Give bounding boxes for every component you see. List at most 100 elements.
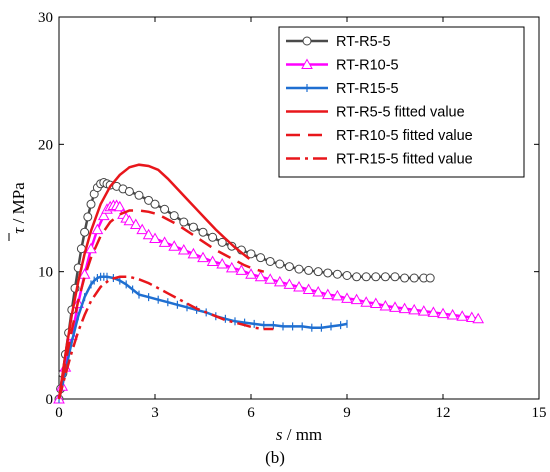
data-point — [408, 303, 421, 315]
x-tick-label: 0 — [55, 405, 63, 421]
data-point — [398, 302, 411, 314]
data-point — [142, 228, 155, 240]
y-axis-symbol: τ — [9, 227, 28, 234]
data-point — [294, 264, 304, 274]
data-point — [91, 223, 104, 235]
data-point — [352, 272, 362, 282]
data-point — [427, 306, 440, 317]
data-point — [446, 308, 459, 320]
data-point — [380, 272, 390, 282]
legend-box — [278, 26, 525, 178]
data-point — [160, 204, 170, 214]
series-rt-r10-5-fitted-value — [57, 209, 265, 400]
data-point — [129, 218, 142, 230]
legend-label: RT-R5-5 — [336, 34, 391, 50]
x-axis-label: s / mm — [276, 425, 322, 444]
x-axis-symbol: s — [276, 425, 283, 444]
legend-label: RT-R5-5 fitted value — [336, 105, 465, 121]
data-point — [136, 223, 149, 235]
data-point — [149, 232, 161, 244]
data-point — [369, 297, 382, 308]
data-point — [246, 249, 256, 259]
data-point — [225, 261, 238, 273]
series-line — [57, 204, 479, 400]
series-layer — [53, 163, 485, 404]
series-rt-r5-5 — [54, 178, 435, 404]
data-point — [235, 264, 248, 275]
data-point — [264, 273, 277, 284]
legend-marker — [302, 36, 312, 46]
data-point — [179, 217, 189, 227]
data-point — [168, 240, 181, 251]
data-point — [361, 272, 371, 282]
data-point — [284, 262, 294, 272]
data-point — [206, 255, 219, 266]
data-point — [124, 186, 134, 196]
legend-item: RT-R10-5 — [286, 58, 399, 74]
data-point — [134, 190, 144, 200]
data-point — [217, 237, 227, 247]
legend-label: RT-R15-5 — [336, 81, 399, 97]
x-tick-label: 12 — [436, 405, 451, 421]
data-point — [409, 273, 419, 283]
series-line — [57, 275, 348, 400]
series-line — [57, 163, 251, 400]
data-point — [187, 247, 200, 259]
data-point — [332, 269, 342, 279]
data-point — [197, 251, 209, 263]
data-point — [256, 253, 266, 263]
plot-frame — [58, 16, 540, 400]
data-point — [80, 227, 90, 237]
x-tick-label: 6 — [247, 405, 255, 421]
series-rt-r15-5-fitted-value — [57, 275, 274, 400]
x-axis-unit: / mm — [282, 425, 322, 444]
data-point — [456, 310, 469, 321]
data-point — [331, 289, 344, 301]
data-point — [379, 300, 392, 311]
y-axis-unit: / MPa — [9, 182, 28, 228]
x-tick-label: 15 — [532, 405, 547, 421]
legend-marker — [301, 58, 313, 69]
data-point — [304, 265, 314, 275]
data-point — [341, 292, 353, 303]
svg-text:τ / MPa: τ / MPa — [9, 182, 28, 234]
data-point — [216, 257, 229, 269]
legend-item: RT-R10-5 fitted value — [286, 128, 473, 144]
data-point — [323, 268, 333, 278]
data-point — [169, 211, 179, 221]
data-point — [400, 273, 410, 283]
data-point — [302, 283, 315, 294]
data-point — [312, 286, 325, 297]
series-line — [57, 275, 274, 400]
data-point — [150, 199, 160, 209]
legend-label: RT-R15-5 fitted value — [336, 152, 473, 168]
data-point — [425, 273, 435, 283]
data-point — [208, 232, 218, 242]
data-point — [188, 222, 198, 232]
data-point — [390, 272, 400, 282]
x-tick-label: 9 — [343, 405, 351, 421]
data-point — [158, 236, 171, 247]
legend-label: RT-R10-5 — [336, 58, 399, 74]
data-point — [254, 270, 267, 282]
data-point — [245, 268, 257, 279]
data-point — [86, 199, 96, 209]
data-point — [342, 270, 352, 280]
data-point — [293, 280, 305, 292]
data-point — [123, 214, 136, 226]
data-point — [177, 243, 190, 255]
data-point — [83, 212, 93, 222]
series-line — [57, 209, 265, 400]
data-point — [198, 227, 208, 237]
legend-item: RT-R5-5 fitted value — [286, 105, 465, 121]
data-point — [313, 267, 323, 277]
data-point — [273, 275, 286, 287]
data-point — [437, 307, 449, 319]
y-tick-label: 10 — [38, 265, 53, 281]
legend-label: RT-R10-5 fitted value — [336, 128, 473, 144]
series-line — [57, 181, 431, 400]
y-tick-label: 0 — [46, 392, 54, 408]
data-point — [113, 200, 126, 212]
data-point — [360, 296, 373, 307]
